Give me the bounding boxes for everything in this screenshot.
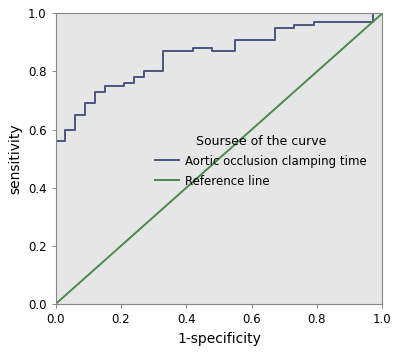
Legend: Aortic occlusion clamping time, Reference line: Aortic occlusion clamping time, Referenc…: [155, 135, 367, 188]
Y-axis label: sensitivity: sensitivity: [8, 124, 22, 194]
X-axis label: 1-specificity: 1-specificity: [177, 332, 261, 346]
